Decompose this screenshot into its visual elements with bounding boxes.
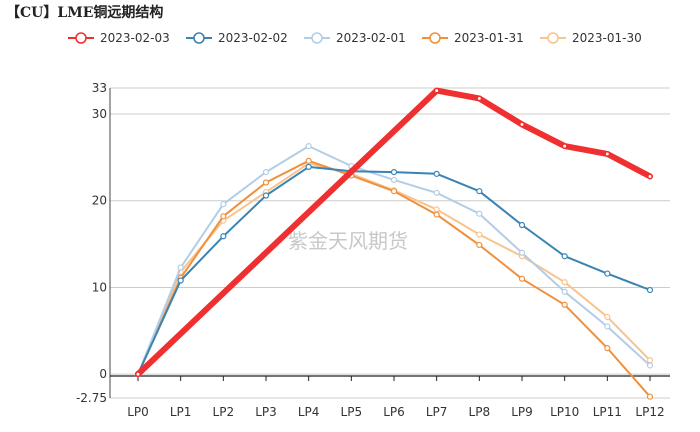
data-point-2023-01-31-lp6 bbox=[390, 188, 398, 195]
x-tick-label-lp7: LP7 bbox=[426, 405, 448, 419]
x-tick-label-lp1: LP1 bbox=[170, 405, 192, 419]
data-point-2023-01-31-lp8 bbox=[476, 241, 483, 249]
data-point-2023-02-01-lp8 bbox=[476, 210, 483, 217]
data-point-2023-02-01-lp2 bbox=[220, 201, 227, 208]
data-point-2023-02-02-lp9 bbox=[518, 221, 526, 229]
data-point-2023-02-02-lp7 bbox=[433, 170, 440, 177]
legend-swatch-marker[interactable] bbox=[311, 32, 323, 44]
legend-swatch-marker[interactable] bbox=[429, 32, 441, 44]
x-tick-label-lp6: LP6 bbox=[383, 405, 405, 419]
legend-label-2023-01-31[interactable]: 2023-01-31 bbox=[454, 31, 524, 45]
data-point-2023-02-02-lp6 bbox=[390, 169, 398, 176]
legend-label-2023-02-03[interactable]: 2023-02-03 bbox=[100, 31, 170, 45]
data-point-2023-01-31-lp4 bbox=[305, 157, 312, 164]
data-point-2023-02-03-lp10 bbox=[561, 143, 568, 150]
series-line-2023-01-31 bbox=[137, 159, 651, 398]
watermark-text: 紫金天风期货 bbox=[288, 229, 408, 253]
data-point-2023-02-03-lp0 bbox=[135, 371, 141, 378]
legend-swatch-marker[interactable] bbox=[75, 32, 87, 44]
y-tick-label: 0 bbox=[99, 367, 107, 381]
x-tick-label-lp9: LP9 bbox=[511, 405, 533, 419]
x-tick-label-lp5: LP5 bbox=[341, 405, 363, 419]
y-tick-label: 10 bbox=[92, 280, 107, 294]
x-tick-label-lp0: LP0 bbox=[127, 405, 149, 419]
data-point-2023-02-01-lp11 bbox=[604, 323, 611, 330]
y-tick-label: 33 bbox=[92, 81, 107, 95]
legend-label-2023-01-30[interactable]: 2023-01-30 bbox=[572, 31, 642, 45]
data-point-2023-02-01-lp12 bbox=[646, 362, 654, 369]
data-point-2023-01-31-lp11 bbox=[604, 345, 611, 352]
data-point-2023-01-31-lp2 bbox=[220, 213, 227, 220]
data-point-2023-01-31-lp7 bbox=[433, 211, 440, 218]
legend-swatch-marker[interactable] bbox=[193, 32, 205, 44]
chart-title: 【CU】LME铜远期结构 bbox=[6, 5, 164, 21]
data-point-2023-02-01-lp9 bbox=[518, 249, 526, 256]
x-tick-label-lp2: LP2 bbox=[213, 405, 235, 419]
data-point-2023-02-02-lp8 bbox=[476, 188, 483, 195]
data-point-2023-01-30-lp11 bbox=[604, 313, 611, 321]
data-point-2023-02-03-lp8 bbox=[476, 95, 483, 102]
y-tick-label: 30 bbox=[92, 107, 107, 121]
data-point-2023-01-31-lp10 bbox=[561, 301, 568, 308]
data-point-2023-02-02-lp11 bbox=[604, 270, 611, 277]
x-tick-label-lp3: LP3 bbox=[255, 405, 277, 419]
legend-swatch-marker[interactable] bbox=[547, 32, 559, 44]
legend-label-2023-02-02[interactable]: 2023-02-02 bbox=[218, 31, 288, 45]
data-point-2023-02-03-lp7 bbox=[433, 87, 440, 94]
y-tick-label: -2.75 bbox=[76, 391, 107, 405]
data-point-2023-02-01-lp4 bbox=[305, 142, 312, 150]
data-point-2023-02-01-lp3 bbox=[262, 169, 270, 176]
x-tick-label-lp10: LP10 bbox=[550, 405, 579, 419]
data-point-2023-01-30-lp12 bbox=[646, 357, 654, 364]
data-point-2023-02-01-lp10 bbox=[561, 288, 568, 295]
data-point-2023-01-31-lp3 bbox=[262, 179, 270, 186]
data-point-2023-02-02-lp4 bbox=[305, 163, 312, 171]
y-tick-label: 20 bbox=[92, 194, 107, 208]
data-point-2023-02-02-lp3 bbox=[262, 192, 270, 199]
data-point-2023-02-02-lp2 bbox=[220, 233, 227, 240]
data-point-2023-02-01-lp1 bbox=[177, 264, 184, 271]
series-line-2023-01-30 bbox=[137, 162, 651, 376]
data-point-2023-01-30-lp10 bbox=[561, 279, 568, 286]
data-point-2023-02-02-lp12 bbox=[646, 286, 654, 294]
data-point-2023-01-30-lp8 bbox=[476, 231, 483, 238]
data-point-2023-01-31-lp9 bbox=[518, 275, 526, 282]
data-point-2023-01-30-lp7 bbox=[433, 206, 440, 213]
data-point-2023-02-01-lp6 bbox=[390, 176, 398, 184]
data-point-2023-02-03-lp12 bbox=[647, 173, 653, 180]
data-point-2023-01-31-lp12 bbox=[646, 393, 654, 400]
series-line-2023-02-02 bbox=[137, 165, 651, 376]
x-tick-label-lp12: LP12 bbox=[635, 405, 664, 419]
data-point-2023-02-03-lp9 bbox=[519, 121, 525, 128]
data-point-2023-02-02-lp1 bbox=[177, 277, 184, 284]
x-tick-label-lp4: LP4 bbox=[298, 405, 320, 419]
legend-label-2023-02-01[interactable]: 2023-02-01 bbox=[336, 31, 406, 45]
x-tick-label-lp8: LP8 bbox=[469, 405, 491, 419]
data-point-2023-02-03-lp11 bbox=[604, 150, 611, 157]
data-point-2023-02-01-lp7 bbox=[433, 189, 440, 197]
data-point-2023-02-02-lp10 bbox=[561, 253, 568, 260]
x-tick-label-lp11: LP11 bbox=[593, 405, 622, 419]
